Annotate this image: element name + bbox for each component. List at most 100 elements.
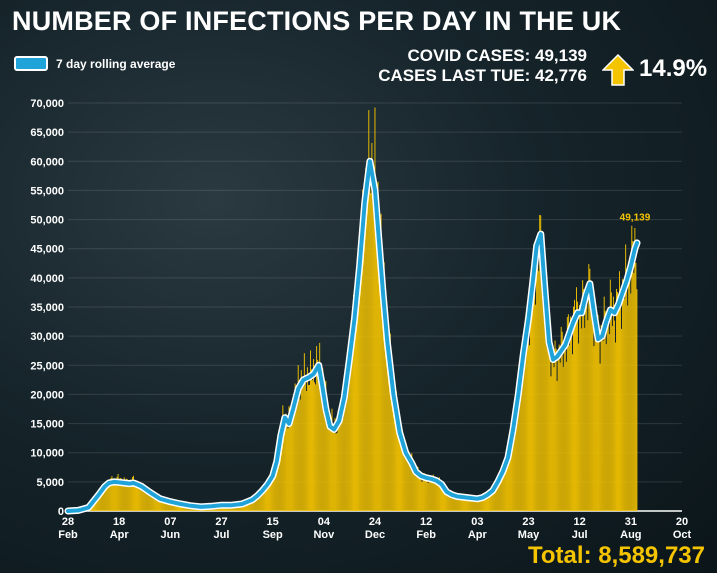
daily-case-bar — [618, 311, 619, 511]
daily-case-bar — [608, 334, 610, 511]
daily-case-bar — [280, 424, 282, 511]
daily-case-bar — [303, 353, 305, 511]
daily-case-bar — [578, 343, 580, 511]
daily-case-bar — [559, 362, 561, 511]
daily-case-bar — [580, 305, 582, 511]
daily-case-bar — [444, 488, 445, 511]
x-tick-label-month: Apr — [110, 529, 130, 541]
daily-case-bar — [317, 359, 319, 511]
daily-case-bar — [390, 378, 392, 511]
daily-case-bar — [101, 490, 103, 511]
y-tick-label: 10,000 — [30, 448, 64, 460]
daily-case-bar — [588, 264, 590, 511]
daily-case-bar — [475, 496, 477, 511]
daily-case-bar — [100, 495, 102, 511]
daily-case-bar — [466, 495, 468, 511]
daily-case-bar — [386, 315, 388, 511]
daily-case-bar — [126, 479, 128, 511]
daily-case-bar — [517, 382, 519, 511]
daily-case-bar — [622, 279, 624, 511]
daily-case-bar — [149, 495, 151, 511]
daily-case-bar — [153, 493, 155, 511]
daily-case-bar — [334, 417, 336, 511]
daily-case-bar — [255, 496, 257, 511]
daily-case-bar — [518, 371, 520, 511]
total-cases: Total: 8,589,737 — [528, 542, 705, 569]
daily-case-bar — [360, 255, 362, 511]
daily-case-bar — [338, 420, 340, 511]
daily-case-bar — [462, 496, 464, 511]
daily-case-bar — [131, 476, 133, 511]
daily-case-bar — [165, 500, 167, 511]
daily-case-bar — [476, 500, 478, 511]
daily-case-bar — [499, 477, 501, 511]
daily-case-bar — [114, 478, 116, 511]
daily-case-bar — [116, 476, 118, 511]
x-tick-label-month: Jun — [161, 529, 181, 541]
daily-case-bar — [283, 418, 285, 511]
daily-case-bar — [491, 489, 493, 511]
daily-case-bar — [363, 244, 365, 511]
daily-case-bar — [421, 481, 423, 511]
daily-case-bar — [577, 301, 579, 511]
daily-case-bar — [261, 489, 263, 511]
daily-case-bar — [452, 496, 454, 511]
daily-case-bar — [510, 444, 512, 511]
y-tick-label: 65,000 — [30, 127, 64, 139]
daily-case-bar — [430, 481, 432, 511]
daily-case-bar — [176, 503, 178, 511]
daily-case-bar — [423, 473, 425, 511]
daily-case-bar — [435, 479, 437, 511]
daily-case-bar — [349, 341, 351, 511]
daily-case-bar — [125, 478, 127, 511]
daily-case-bar — [105, 482, 107, 511]
daily-case-bar — [564, 342, 566, 511]
daily-case-bar — [276, 451, 278, 511]
daily-case-bar — [561, 331, 563, 511]
daily-case-bar — [602, 340, 604, 511]
daily-case-bar — [368, 109, 370, 511]
daily-case-bar — [291, 401, 293, 511]
daily-case-bar — [437, 481, 439, 511]
daily-case-bar — [134, 484, 135, 511]
daily-case-bar — [287, 428, 289, 511]
daily-case-bar — [531, 270, 532, 511]
daily-case-bar — [481, 495, 483, 511]
daily-case-bar — [558, 344, 560, 511]
daily-case-bar — [275, 464, 277, 511]
daily-case-bar — [274, 465, 276, 511]
daily-case-bar — [293, 416, 295, 511]
daily-case-bar — [445, 486, 447, 511]
daily-case-bar — [579, 304, 581, 511]
daily-case-bar — [277, 452, 279, 511]
daily-case-bar — [420, 473, 422, 511]
y-axis: 0 5,000 10,000 15,000 20,000 25,000 30,000 35,0… — [30, 98, 64, 518]
daily-case-bar — [123, 477, 125, 511]
daily-case-bar — [634, 227, 636, 511]
daily-case-bar — [180, 504, 181, 511]
daily-case-bar — [610, 292, 612, 511]
daily-case-bar — [516, 410, 518, 511]
daily-case-bar — [563, 340, 565, 511]
daily-case-bar — [383, 262, 385, 511]
daily-case-bar — [366, 203, 368, 511]
daily-case-bar — [308, 384, 310, 511]
daily-case-bar — [581, 328, 583, 511]
daily-case-bar — [591, 287, 593, 511]
daily-case-bar — [120, 478, 122, 511]
daily-case-bar — [373, 178, 375, 511]
daily-case-bar — [521, 359, 523, 511]
daily-case-bar — [568, 345, 570, 511]
daily-case-bar — [374, 107, 376, 511]
daily-case-bar — [629, 279, 631, 511]
daily-case-bar — [106, 488, 108, 511]
daily-case-bar — [321, 390, 323, 511]
daily-case-bar — [273, 467, 275, 511]
daily-case-bar — [305, 391, 307, 511]
daily-case-bar — [162, 499, 164, 511]
daily-case-bar — [486, 497, 487, 511]
daily-case-bar — [545, 281, 547, 511]
daily-case-bar — [467, 498, 469, 511]
daily-case-bar — [244, 503, 246, 511]
